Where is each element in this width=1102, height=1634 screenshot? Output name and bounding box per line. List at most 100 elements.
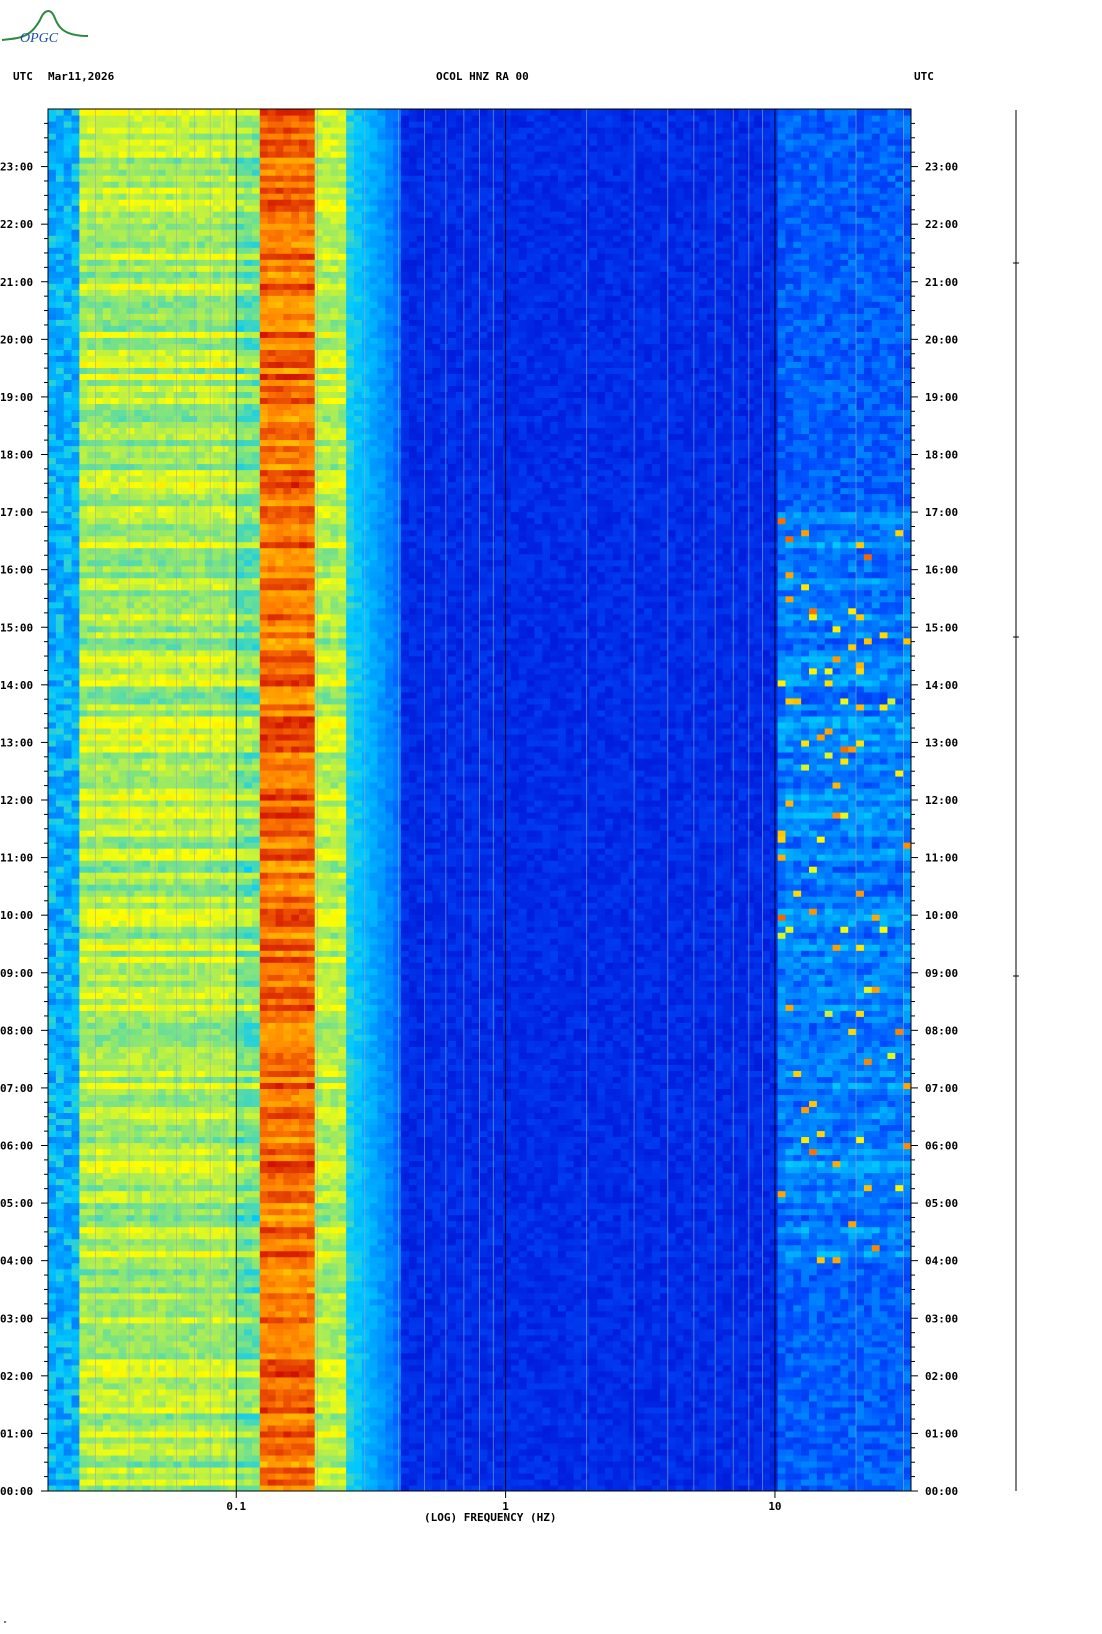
spectrogram-cell: [48, 361, 56, 368]
spectrogram-cell: [150, 1329, 158, 1336]
spectrogram-cell: [189, 163, 197, 170]
spectrogram-cell: [48, 391, 56, 398]
spectrogram-cell: [79, 1106, 87, 1113]
spectrogram-cell: [142, 151, 150, 158]
spectrogram-cell: [213, 1317, 221, 1324]
spectrogram-cell: [64, 980, 72, 987]
spectrogram-cell: [174, 1149, 182, 1156]
spectrogram-cell: [48, 992, 56, 999]
spectrogram-cell: [166, 1455, 174, 1462]
spectrogram-cell: [213, 566, 221, 573]
spectrogram-cell: [111, 1239, 119, 1246]
spectrogram-cell: [142, 1305, 150, 1312]
spectrogram-cell: [103, 1281, 111, 1288]
spectrogram-cell: [205, 109, 213, 116]
spectrogram-cell: [189, 355, 197, 362]
spectrogram-cell: [213, 764, 221, 771]
spectrogram-cell: [166, 812, 174, 819]
spectrogram-cell: [205, 385, 213, 392]
spectrogram-cell: [213, 1305, 221, 1312]
spectrogram-cell: [72, 187, 80, 194]
spectrogram-cell: [134, 782, 142, 789]
spectrogram-cell: [205, 476, 213, 483]
spectrogram-cell: [134, 1317, 142, 1324]
spectrogram-cell: [205, 1179, 213, 1186]
spectrogram-cell: [166, 1257, 174, 1264]
spectrogram-cell: [166, 788, 174, 795]
spectrogram-cell: [56, 956, 64, 963]
spectrogram-cell: [197, 1263, 205, 1270]
spectrogram-cell: [158, 608, 166, 615]
spectrogram-cell: [48, 800, 56, 807]
spectrogram-cell: [158, 439, 166, 446]
spectrogram-cell: [79, 313, 87, 320]
spectrogram-cell: [103, 926, 111, 933]
spectrogram-cell: [48, 1082, 56, 1089]
spectrogram-cell: [103, 524, 111, 531]
spectrogram-cell: [174, 650, 182, 657]
spectrogram-cell: [79, 662, 87, 669]
spectrogram-cell: [181, 1395, 189, 1402]
spectrogram-cell: [95, 373, 103, 380]
spectrogram-cell: [142, 277, 150, 284]
spectrogram-cell: [197, 962, 205, 969]
spectrogram-cell: [166, 668, 174, 675]
spectrogram-cell: [72, 764, 80, 771]
spectrogram-cell: [205, 1016, 213, 1023]
spectrogram-cell: [197, 770, 205, 777]
spectrogram-cell: [189, 674, 197, 681]
spectrogram-cell: [87, 1287, 95, 1294]
spectrogram-cell: [158, 307, 166, 314]
spectrogram-cell: [150, 1449, 158, 1456]
spectrogram-cell: [181, 1467, 189, 1474]
spectrogram-cell: [189, 121, 197, 128]
spectrogram-cell: [181, 1082, 189, 1089]
spectrogram-cell: [189, 704, 197, 711]
spectrogram-cell: [205, 518, 213, 525]
spectrogram-cell: [119, 476, 127, 483]
spectrogram-cell: [142, 578, 150, 585]
spectrogram-cell: [134, 109, 142, 116]
spectrogram-cell: [158, 313, 166, 320]
spectrogram-cell: [56, 596, 64, 603]
spectrogram-cell: [111, 1215, 119, 1222]
spectrogram-cell: [79, 349, 87, 356]
spectrogram-cell: [213, 1124, 221, 1131]
spectrogram-cell: [205, 650, 213, 657]
spectrogram-cell: [174, 133, 182, 140]
spectrogram-cell: [48, 986, 56, 993]
spectrogram-cell: [126, 794, 134, 801]
spectrogram-cell: [174, 614, 182, 621]
spectrogram-cell: [158, 337, 166, 344]
spectrogram-cell: [158, 1130, 166, 1137]
spectrogram-cell: [189, 1046, 197, 1053]
spectrogram-cell: [111, 704, 119, 711]
spectrogram-cell: [189, 602, 197, 609]
spectrogram-cell: [126, 373, 134, 380]
spectrogram-cell: [87, 1443, 95, 1450]
spectrogram-cell: [64, 578, 72, 585]
spectrogram-cell: [95, 121, 103, 128]
spectrogram-cell: [181, 1233, 189, 1240]
spectrogram-cell: [189, 1058, 197, 1065]
spectrogram-cell: [197, 986, 205, 993]
spectrogram-cell: [95, 548, 103, 555]
spectrogram-cell: [72, 397, 80, 404]
spectrogram-cell: [95, 1221, 103, 1228]
spectrogram-cell: [72, 1455, 80, 1462]
spectrogram-cell: [158, 740, 166, 747]
spectrogram-cell: [111, 1317, 119, 1324]
spectrogram-cell: [181, 157, 189, 164]
spectrogram-cell: [213, 1004, 221, 1011]
spectrogram-cell: [56, 1197, 64, 1204]
spectrogram-cell: [72, 1028, 80, 1035]
spectrogram-cell: [119, 788, 127, 795]
spectrogram-cell: [166, 1167, 174, 1174]
spectrogram-cell: [158, 614, 166, 621]
spectrogram-cell: [95, 1383, 103, 1390]
spectrogram-cell: [56, 1329, 64, 1336]
spectrogram-cell: [111, 836, 119, 843]
spectrogram-cell: [213, 1353, 221, 1360]
spectrogram-cell: [158, 488, 166, 495]
spectrogram-cell: [72, 265, 80, 272]
